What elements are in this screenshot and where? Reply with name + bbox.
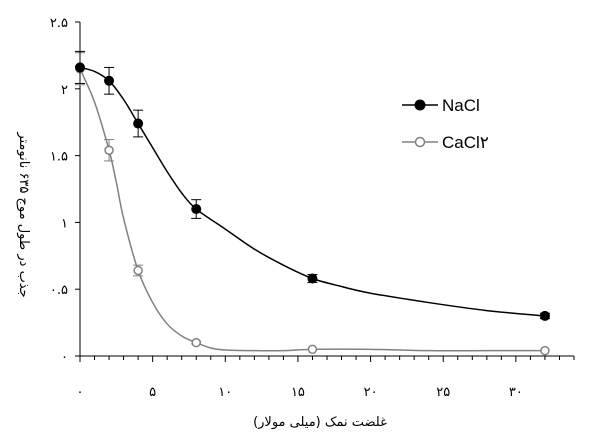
- data-point-cacl2: [540, 345, 550, 356]
- legend-marker-nacl: [414, 99, 426, 111]
- data-point-nacl: [191, 204, 202, 215]
- data-point-nacl: [75, 62, 85, 73]
- data-point-cacl2: [307, 344, 318, 355]
- legend-marker-cacl2: [414, 136, 426, 148]
- y-tick-label: ۱.۵: [50, 150, 68, 165]
- y-tick-label: ۲: [61, 83, 68, 98]
- data-point-nacl: [539, 310, 550, 321]
- x-axis-title: غلضت نمک (میلی مولار): [253, 415, 387, 430]
- data-point-cacl2: [104, 145, 114, 156]
- data-point-cacl2: [191, 337, 201, 348]
- x-tick-label: ۳۰: [509, 385, 523, 400]
- x-tick-label: ۲۰: [364, 385, 378, 400]
- y-tick-label: ۰.۵: [50, 283, 68, 298]
- legend-label-nacl: NaCl: [442, 96, 480, 115]
- series-line-nacl: [79, 66, 546, 317]
- y-tick-label: ۱: [61, 216, 68, 231]
- x-tick-label: ۰: [77, 385, 84, 400]
- x-tick-label: ۲۵: [436, 385, 450, 400]
- x-tick-label: ۱۰: [218, 385, 232, 400]
- data-point-cacl2: [133, 265, 143, 276]
- legend: NaCl CaCl۲: [402, 96, 489, 152]
- plot-area: ۰ ۰.۵ ۱ ۱.۵ ۲ ۲.۵ ۰ ۵ ۱۰ ۱۵ ۲۰ ۲۵ ۳۰: [50, 16, 575, 400]
- y-tick-label: ۲.۵: [50, 16, 68, 31]
- legend-label-cacl2: CaCl۲: [442, 133, 489, 152]
- data-point-nacl: [133, 118, 144, 129]
- data-point-nacl: [307, 273, 318, 284]
- y-tick-label: ۰: [61, 350, 68, 365]
- data-point-nacl: [104, 75, 115, 86]
- x-tick-label: ۱۵: [291, 385, 305, 400]
- y-axis-title: جذب در طول موج ۶۳۵ نانومتر: [16, 131, 31, 297]
- x-tick-label: ۵: [149, 385, 156, 400]
